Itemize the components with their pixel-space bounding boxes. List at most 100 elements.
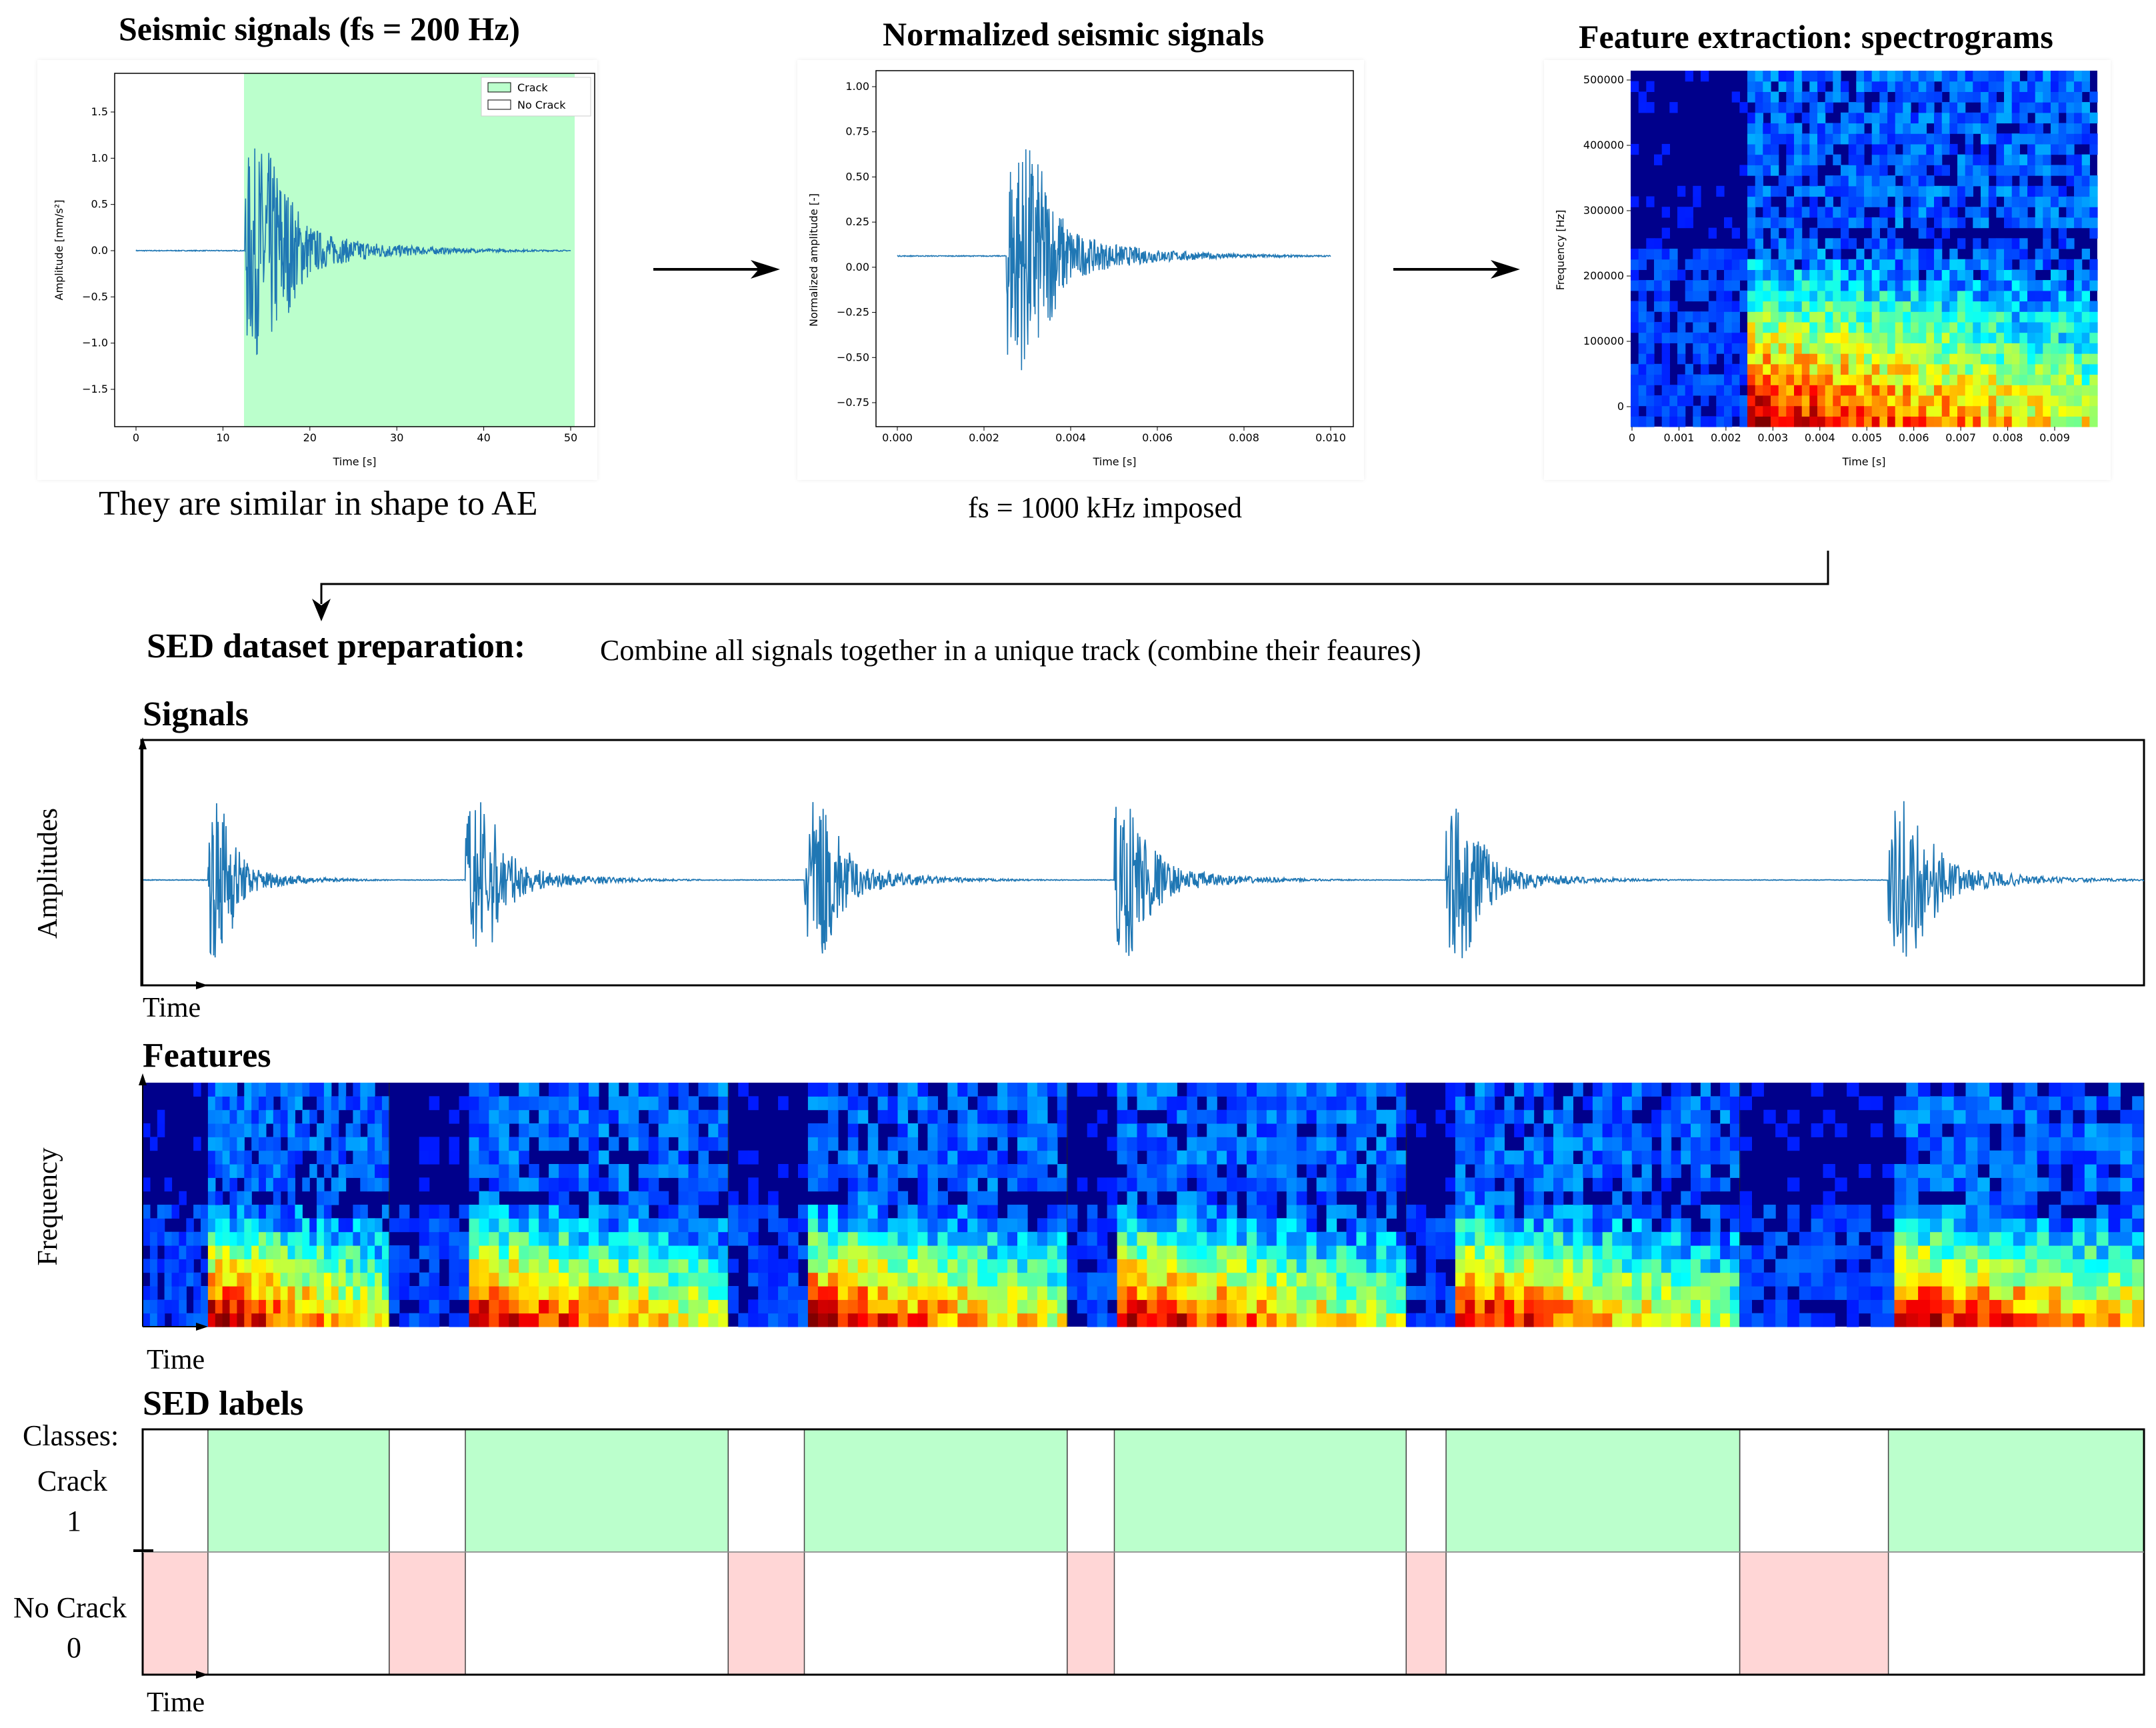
p1-y-tick-3: 0.0: [91, 244, 108, 257]
p3-y-tick-2: 300000: [1583, 204, 1624, 217]
p3-x-tick-9: 0.009: [2039, 431, 2070, 444]
x-ticks: 0 10 20 30 40 50: [133, 427, 577, 444]
x-axis-label: Time [s]: [1092, 455, 1136, 468]
p2-x-tick-0: 0.000: [882, 431, 913, 444]
nocrack-cell-5: [1739, 1551, 1889, 1675]
seismic-waveform: [135, 148, 571, 355]
p1-x-tick-2: 20: [303, 431, 317, 444]
panel1-title: Seismic signals (fs = 200 Hz): [119, 10, 521, 47]
signals-track: [139, 737, 2145, 989]
p3-x-tick-2: 0.002: [1711, 431, 1741, 444]
crack-cell-3: [1113, 1429, 1407, 1553]
crack-cell-1: [465, 1429, 729, 1553]
x-ticks: 0.000 0.002 0.004 0.006 0.008 0.010: [882, 427, 1346, 444]
features-xlabel: Time: [147, 1345, 205, 1375]
feature-spectrograms: [143, 1083, 2145, 1327]
y-ticks: 500000 400000 300000 200000 100000 0: [1583, 73, 1631, 413]
x-axis-label: Time [s]: [1841, 455, 1885, 468]
panel2-caption: fs = 1000 kHz imposed: [968, 491, 1242, 524]
nocrack-cell-2: [727, 1551, 805, 1675]
legend: Crack No Crack: [481, 77, 591, 117]
crack-class-name: Crack: [37, 1465, 108, 1497]
panel1-caption: They are similar in shape to AE: [99, 485, 538, 523]
p3-x-tick-3: 0.003: [1757, 431, 1788, 444]
p1-y-tick-0: 1.5: [91, 105, 108, 118]
p1-x-tick-5: 50: [564, 431, 577, 444]
x-ticks: 0 0.001 0.002 0.003 0.004 0.005 0.006 0.007 0.00…: [1629, 427, 2070, 444]
legend-crack: Crack: [517, 81, 548, 94]
p1-y-tick-5: −1.0: [82, 337, 108, 349]
p3-y-tick-1: 400000: [1583, 139, 1624, 151]
p3-y-tick-5: 0: [1617, 400, 1624, 413]
arrow-1: [653, 260, 780, 279]
label-cells: [142, 1429, 2145, 1675]
p1-y-tick-6: −1.5: [82, 383, 108, 395]
p3-x-tick-4: 0.004: [1805, 431, 1835, 444]
spectrogram-plot: 0 0.001 0.002 0.003 0.004 0.005 0.006 0.007 0.00…: [1544, 60, 2111, 480]
signal-wave-0: [142, 803, 390, 958]
p3-y-tick-0: 500000: [1583, 73, 1624, 86]
signals-ylabel: Amplitudes: [33, 808, 63, 939]
crack-cell-0: [207, 1429, 390, 1553]
panel3-title: Feature extraction: spectrograms: [1579, 18, 2053, 55]
y-axis-label: Frequency [Hz]: [1554, 210, 1567, 291]
p2-y-tick-1: 0.75: [845, 125, 869, 138]
y-axis-label: Normalized amplitude [-]: [807, 193, 820, 327]
signal-wave-3: [1067, 807, 1407, 956]
p2-y-tick-4: 0.00: [845, 261, 869, 273]
labels-xlabel: Time: [147, 1687, 205, 1718]
plot-frame: [875, 70, 1354, 427]
sed-heading: SED dataset preparation:: [147, 627, 526, 665]
nocrack-cell-3: [1067, 1551, 1115, 1675]
p3-y-tick-3: 200000: [1583, 269, 1624, 282]
signals-frame: [140, 739, 2145, 987]
panel2-title: Normalized seismic signals: [883, 15, 1265, 53]
signal-wave-5: [1739, 801, 2145, 957]
labels-heading: SED labels: [143, 1385, 304, 1423]
signal-wave-1: [389, 802, 729, 947]
signal-wave-2: [727, 802, 1067, 954]
p2-y-tick-2: 0.50: [845, 170, 869, 183]
spectrogram-cells: [1631, 71, 2098, 427]
p2-x-tick-1: 0.002: [969, 431, 999, 444]
p3-x-tick-6: 0.006: [1899, 431, 1929, 444]
p1-x-tick-1: 10: [216, 431, 229, 444]
p1-x-tick-4: 40: [477, 431, 490, 444]
x-axis-label: Time [s]: [332, 455, 376, 468]
feature-spectrogram-0: [143, 1083, 390, 1327]
p2-x-tick-2: 0.004: [1055, 431, 1086, 444]
y-axis-label: Amplitude [mm/s²]: [53, 200, 65, 301]
p3-x-tick-7: 0.007: [1945, 431, 1976, 444]
feature-spectrogram-3: [1067, 1083, 1407, 1327]
signal-wave-4: [1406, 808, 1740, 959]
y-ticks: 1.5 1.0 0.5 0.0 −0.5 −1.0 −1.5: [82, 105, 115, 395]
crack-cell-4: [1445, 1429, 1741, 1553]
features-track: [139, 1073, 2145, 1331]
p2-y-tick-5: −0.25: [837, 306, 869, 319]
legend-no-crack: No Crack: [517, 99, 566, 111]
crack-cell-2: [803, 1429, 1068, 1553]
sed-label-track: [133, 1428, 2145, 1679]
p2-x-tick-5: 0.010: [1315, 431, 1346, 444]
feature-spectrogram-4: [1406, 1083, 1741, 1327]
nocrack-cell-0: [142, 1551, 209, 1675]
sed-description: Combine all signals together in a unique…: [600, 634, 1421, 667]
p1-y-tick-4: −0.5: [82, 290, 108, 303]
crack-cell-5: [1887, 1429, 2145, 1553]
plot-frame: [114, 73, 595, 427]
feature-spectrogram-1: [389, 1083, 729, 1327]
p2-y-tick-7: −0.75: [837, 396, 869, 409]
spectrogram-svg: 0 0.001 0.002 0.003 0.004 0.005 0.006 0.007 0.00…: [1554, 71, 2098, 468]
p3-x-tick-0: 0: [1629, 431, 1635, 444]
p3-x-tick-8: 0.008: [1993, 431, 2023, 444]
signals-xlabel: Time: [143, 993, 201, 1023]
signal-waveforms: [142, 801, 2145, 959]
p2-x-tick-3: 0.006: [1142, 431, 1173, 444]
p1-y-tick-1: 1.0: [91, 151, 108, 164]
nocrack-cell-1: [389, 1551, 466, 1675]
p2-x-tick-4: 0.008: [1229, 431, 1259, 444]
seismic-signal-svg: Crack No Crack 0 10 20 30 40 50 1.5 1.0 0.5 0.0 −…: [53, 73, 595, 468]
p1-y-tick-2: 0.5: [91, 198, 108, 211]
feature-spectrogram-2: [728, 1083, 1068, 1327]
p2-y-tick-6: −0.50: [837, 351, 869, 363]
